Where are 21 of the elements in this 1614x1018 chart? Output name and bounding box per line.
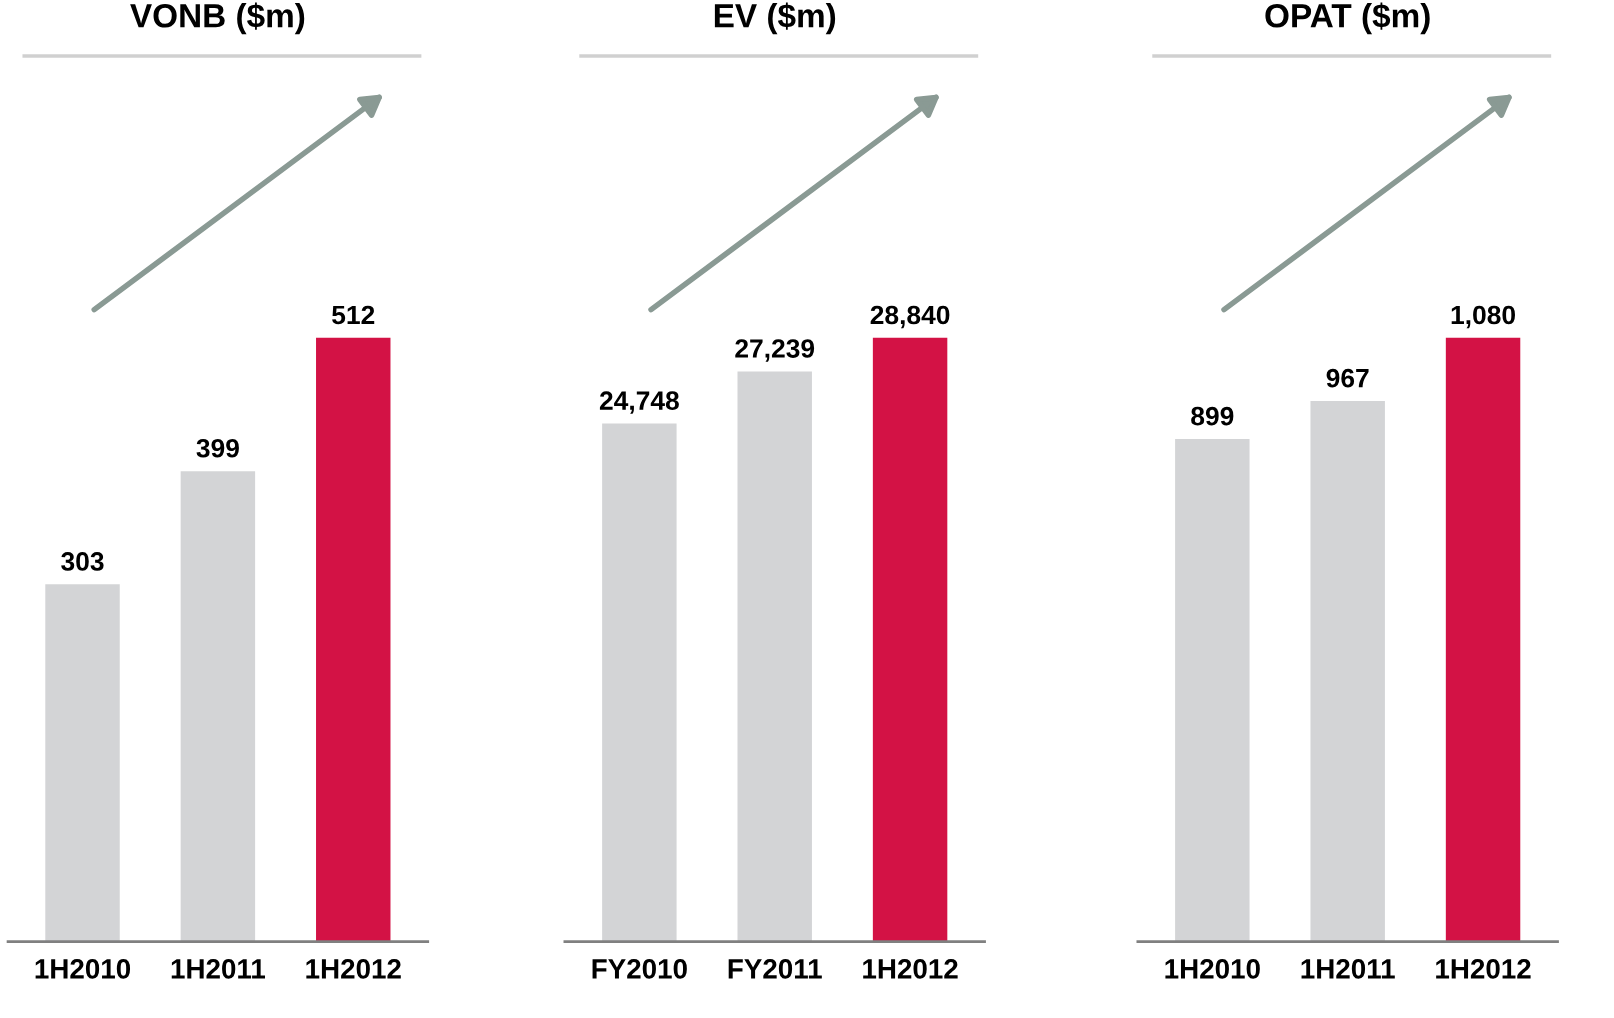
data-label: 967 (1326, 368, 1369, 388)
data-label: 899 (1191, 406, 1234, 426)
x-tick-label: 1H2012 (1436, 959, 1531, 979)
data-label: 27,239 (735, 339, 815, 362)
x-tick-label: 1H2012 (306, 959, 401, 979)
data-label: 24,748 (599, 391, 679, 414)
data-label: 303 (61, 552, 104, 571)
data-label: 512 (332, 305, 375, 325)
x-tick-label: 1H2011 (1301, 959, 1395, 979)
x-tick-label: 1H2010 (35, 959, 131, 979)
chart-title: VONB ($m) (130, 2, 305, 35)
x-tick-label: 1H2012 (863, 959, 958, 979)
x-tick-label: 1H2010 (1165, 959, 1260, 979)
data-label: 28,840 (870, 305, 950, 329)
chart-title: OPAT ($m) (1265, 2, 1430, 35)
x-tick-label: FY2011 (728, 959, 822, 979)
data-label: 399 (196, 438, 239, 458)
chart-title: EV ($m) (714, 2, 836, 35)
data-label: 1,080 (1451, 305, 1515, 329)
x-tick-label: FY2010 (592, 959, 687, 979)
x-tick-label: 1H2011 (171, 959, 266, 979)
